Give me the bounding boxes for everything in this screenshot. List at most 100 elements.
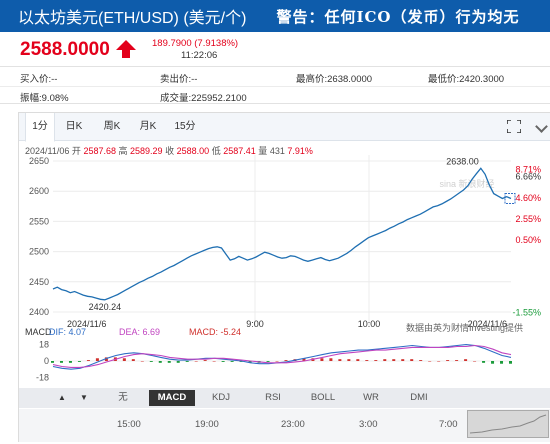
macd-bar — [320, 358, 324, 361]
low-price: 最低价:2420.3000 — [428, 74, 505, 85]
macd-bar — [491, 361, 495, 364]
macd-bar — [51, 361, 54, 363]
macd-bar — [446, 360, 450, 361]
macd-bar — [68, 361, 72, 363]
chevron-down-icon[interactable] — [535, 120, 548, 133]
volume: 成交量:225952.2100 — [160, 93, 247, 104]
macd-bar — [464, 359, 468, 361]
x-tick-label: 9:00 — [246, 319, 264, 329]
macd-bar — [86, 360, 90, 361]
macd-bar — [284, 360, 288, 361]
macd-bar — [95, 358, 99, 361]
indicator-boll[interactable]: BOLL — [310, 392, 336, 403]
macd-bar — [185, 361, 189, 362]
macd-bar — [275, 361, 279, 362]
macd-bar — [428, 361, 432, 362]
min-price-label: 2420.24 — [89, 302, 122, 312]
high-price: 最高价:2638.0000 — [296, 74, 373, 85]
price-row: 2588.0000 189.7900 (7.9138%) 11:22:06 — [0, 32, 550, 64]
macd-bar — [365, 360, 369, 361]
ask-price: 卖出价:-- — [160, 74, 198, 85]
macd-bar — [392, 359, 396, 361]
indicator-dmi[interactable]: DMI — [410, 392, 428, 403]
ohlc-readout: 2024/11/06 开 2587.68 高 2589.29 收 2588.00… — [25, 146, 313, 156]
macd-legend-macd: MACD: -5.24 — [189, 327, 241, 337]
indicator-macd[interactable]: MACD — [149, 390, 195, 406]
macd-bar — [383, 359, 387, 361]
indicator-rsi[interactable]: RSI — [265, 392, 281, 403]
x-tick-label: 2024/11/6 — [67, 319, 106, 329]
macd-bar — [104, 357, 108, 361]
amplitude: 振幅:9.08% — [20, 93, 69, 104]
tab-weekly[interactable]: 周K — [103, 121, 121, 132]
indicator-kdj[interactable]: KDJ — [212, 392, 230, 403]
macd-bar — [356, 359, 360, 361]
period-tabs: 1分 日K 周K 月K 15分 — [19, 113, 550, 142]
macd-bar — [158, 361, 162, 363]
tab-1min[interactable]: 1分 — [25, 113, 55, 142]
ohlc-volume: 431 — [269, 146, 285, 156]
macd-bar — [140, 361, 144, 362]
time-navigator[interactable]: 15:00 19:00 23:00 3:00 7:00 — [19, 409, 550, 442]
macd-bar — [455, 360, 459, 361]
macd-y-tick: 18 — [39, 340, 49, 350]
macd-bar — [266, 361, 270, 362]
y-pct-label: -1.55% — [512, 308, 541, 318]
watermark: sina 新浪财经 — [439, 178, 494, 189]
macd-bar — [437, 361, 441, 362]
header-bar: 以太坊美元(ETH/USD) (美元/个) 警告：任何ICO（发币）行为均无 — [0, 0, 550, 32]
instrument-title: 以太坊美元(ETH/USD) (美元/个) — [18, 10, 247, 27]
macd-bar — [194, 361, 198, 362]
quote-divider — [0, 86, 550, 87]
y-pct-label: 4.60% — [515, 193, 541, 203]
x-tick-label: 2024/11/6 — [468, 319, 507, 329]
ohlc-low: 2587.41 — [223, 146, 256, 156]
nav-tick: 3:00 — [359, 419, 378, 430]
macd-bar — [248, 361, 252, 363]
indicator-prev-button[interactable]: ▲ — [58, 393, 66, 402]
navigator-handle[interactable] — [467, 410, 549, 438]
tab-daily[interactable]: 日K — [65, 121, 83, 132]
macd-bar — [203, 360, 207, 361]
macd-bar — [302, 358, 306, 361]
y-pct-label: 2.55% — [515, 214, 541, 224]
macd-bar — [347, 359, 351, 361]
y-pct-label: 8.71% — [515, 164, 541, 174]
fullscreen-icon[interactable] — [507, 120, 521, 133]
y-pct-label: 6.66% — [515, 172, 541, 182]
macd-bar — [374, 360, 378, 361]
chart-area[interactable]: 2400 2450 2500 2550 2600 2650 8.71%6.66% 4.60% 2… — [19, 155, 550, 395]
macd-bar — [509, 361, 512, 364]
ohlc-close: 2588.00 — [176, 146, 210, 156]
macd-bar — [338, 359, 342, 361]
y-tick-label: 2650 — [29, 156, 49, 166]
macd-bar — [77, 361, 81, 362]
macd-bar — [167, 361, 171, 363]
indicator-tabs: ▲ ▼ 无 MACD KDJ RSI BOLL WR DMI — [19, 388, 550, 408]
ohlc-open: 2587.68 — [83, 146, 116, 156]
data-provider-credit: 数据由英为财情Investing提供 — [406, 323, 524, 333]
y-tick-label: 2600 — [29, 186, 49, 196]
risk-warning: 警告：任何ICO（发币）行为均无 — [276, 7, 520, 26]
macd-bar — [473, 361, 477, 362]
ohlc-pct: 7.91% — [287, 146, 313, 156]
indicator-next-button[interactable]: ▼ — [80, 393, 88, 402]
y-pct-label: 0.50% — [515, 235, 541, 245]
current-price: 2588.0000 — [20, 39, 110, 60]
up-arrow-icon — [116, 40, 136, 58]
tab-monthly[interactable]: 月K — [139, 121, 157, 132]
macd-y-tick: -18 — [36, 372, 49, 382]
nav-tick: 23:00 — [281, 419, 305, 430]
indicator-wr[interactable]: WR — [363, 392, 379, 403]
indicator-none[interactable]: 无 — [118, 392, 128, 403]
navigator-sparkline — [469, 414, 547, 434]
macd-bar — [410, 359, 414, 361]
macd-bar — [500, 361, 504, 364]
macd-bar — [401, 359, 405, 361]
ohlc-date: 2024/11/06 — [25, 146, 70, 156]
macd-bar — [230, 361, 234, 362]
tab-15min[interactable]: 15分 — [174, 121, 196, 132]
price-time: 11:22:06 — [181, 50, 218, 61]
price-change: 189.7900 (7.9138%) — [152, 38, 239, 49]
y-tick-label: 2450 — [29, 277, 49, 287]
